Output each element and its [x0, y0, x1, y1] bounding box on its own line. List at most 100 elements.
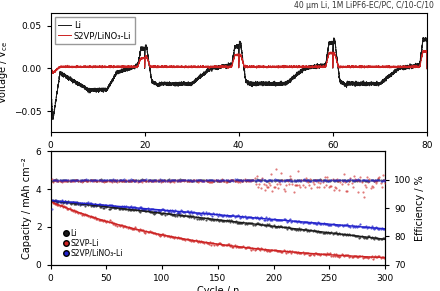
Point — [342, 178, 349, 183]
Point — [67, 202, 74, 207]
Point — [212, 177, 219, 182]
Point — [84, 212, 91, 217]
Point — [239, 214, 246, 219]
Point — [375, 177, 382, 182]
Point — [62, 177, 69, 182]
Point — [218, 218, 225, 223]
Point — [110, 178, 117, 183]
Point — [352, 178, 359, 183]
Point — [189, 179, 196, 183]
Point — [371, 178, 378, 182]
Point — [336, 178, 343, 182]
Point — [264, 185, 271, 190]
Point — [318, 178, 325, 182]
Point — [195, 178, 202, 182]
Point — [200, 216, 207, 221]
Point — [306, 178, 313, 183]
Point — [312, 178, 319, 183]
Point — [112, 178, 119, 182]
Point — [51, 178, 59, 182]
Point — [196, 240, 203, 245]
Point — [307, 220, 314, 225]
Point — [277, 249, 284, 253]
Point — [112, 179, 119, 183]
Point — [86, 200, 93, 205]
Point — [179, 213, 186, 217]
Point — [177, 213, 184, 217]
Point — [369, 178, 376, 182]
Point — [350, 178, 357, 183]
Point — [161, 233, 168, 238]
Point — [202, 178, 209, 182]
Point — [237, 178, 244, 182]
Point — [193, 238, 200, 243]
Point — [161, 210, 168, 215]
Point — [233, 214, 240, 219]
Point — [233, 177, 240, 182]
Point — [187, 209, 194, 214]
Point — [166, 207, 173, 212]
Point — [57, 178, 64, 183]
Point — [81, 200, 88, 205]
Point — [326, 178, 333, 182]
Point — [283, 220, 290, 224]
Point — [177, 178, 184, 182]
Point — [110, 178, 117, 183]
Point — [327, 179, 334, 183]
Point — [180, 178, 187, 182]
Point — [223, 212, 230, 217]
Point — [360, 194, 367, 199]
Point — [201, 212, 208, 216]
Point — [365, 177, 372, 182]
Point — [72, 200, 79, 205]
Point — [227, 178, 234, 183]
Point — [92, 178, 99, 183]
Point — [323, 183, 330, 188]
Point — [315, 220, 322, 225]
Point — [213, 177, 220, 182]
Point — [165, 178, 172, 183]
Point — [344, 178, 351, 182]
Point — [340, 177, 347, 182]
Point — [53, 178, 60, 182]
Point — [252, 178, 259, 183]
Point — [211, 178, 218, 182]
Point — [192, 215, 199, 220]
Point — [381, 237, 389, 242]
Point — [229, 212, 236, 217]
Point — [83, 201, 90, 206]
Point — [70, 178, 77, 182]
Point — [334, 178, 341, 182]
Point — [209, 241, 216, 245]
Point — [363, 178, 370, 183]
Point — [174, 178, 181, 182]
Point — [143, 206, 150, 211]
Point — [203, 178, 210, 183]
Point — [77, 178, 84, 183]
Point — [96, 205, 103, 210]
Li — [67, 76, 72, 80]
Point — [342, 223, 349, 227]
Point — [278, 178, 285, 182]
Point — [175, 178, 182, 182]
Point — [352, 177, 359, 182]
Point — [301, 178, 308, 182]
Point — [195, 211, 202, 215]
Point — [77, 202, 84, 206]
Point — [222, 178, 229, 183]
Point — [344, 189, 351, 194]
Point — [376, 178, 383, 182]
Point — [377, 255, 384, 260]
Point — [62, 198, 69, 203]
Point — [120, 225, 127, 230]
Point — [323, 178, 330, 183]
Point — [244, 221, 251, 225]
Point — [103, 203, 110, 207]
Point — [312, 229, 319, 233]
Point — [319, 180, 326, 184]
Point — [333, 185, 340, 190]
Point — [192, 178, 199, 183]
Point — [340, 232, 347, 236]
Point — [96, 178, 103, 183]
Point — [352, 178, 359, 182]
